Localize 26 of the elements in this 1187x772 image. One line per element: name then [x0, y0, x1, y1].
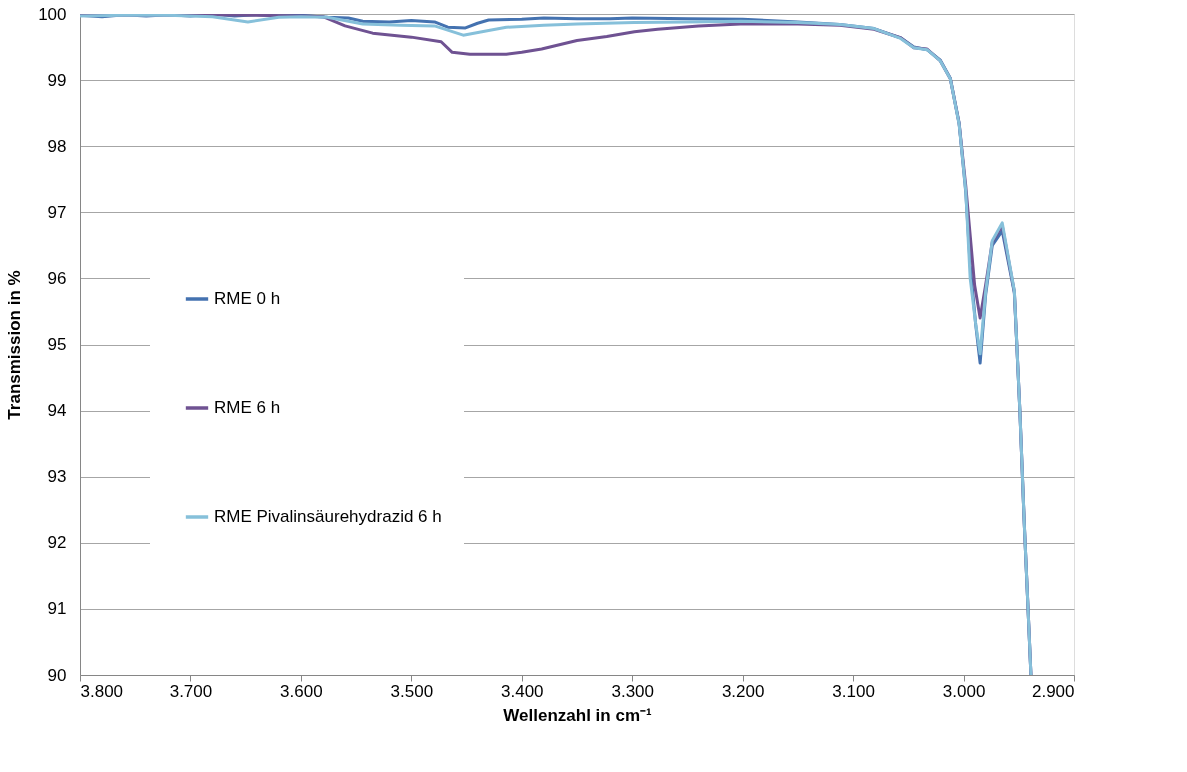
- legend-label: RME 6 h: [214, 398, 281, 417]
- y-tick-label: 92: [47, 533, 67, 553]
- x-tick-label: 3.100: [832, 681, 875, 701]
- y-tick-label: 97: [47, 202, 67, 222]
- x-tick-label: 3.500: [390, 681, 434, 701]
- x-tick-label: 3.000: [942, 681, 986, 701]
- y-tick-label: 93: [47, 467, 67, 487]
- x-tick-label: 3.800: [80, 681, 124, 701]
- x-tick-label: 3.300: [611, 681, 654, 701]
- y-tick-label: 100: [38, 4, 67, 24]
- y-tick-label: 95: [47, 335, 67, 354]
- y-tick-label: 90: [47, 665, 67, 685]
- x-tick-label: 3.400: [501, 681, 544, 701]
- y-tick-label: 94: [47, 401, 67, 421]
- legend-label: RME 0 h: [214, 289, 281, 308]
- y-tick-label: 98: [47, 136, 67, 156]
- x-axis-title: Wellenzahl in cm⁻¹: [503, 705, 652, 725]
- x-tick-label: 3.200: [721, 681, 765, 701]
- y-tick-label: 96: [47, 268, 67, 288]
- legend-label: RME Pivalinsäurehydrazid 6 h: [214, 507, 442, 526]
- y-tick-label: 91: [47, 599, 67, 619]
- x-tick-label: 3.700: [169, 681, 213, 701]
- x-tick-label: 2.900: [1031, 681, 1075, 701]
- x-tick-label: 3.600: [280, 681, 323, 701]
- y-tick-label: 99: [47, 70, 67, 90]
- y-axis-title: Transmission in %: [5, 270, 25, 420]
